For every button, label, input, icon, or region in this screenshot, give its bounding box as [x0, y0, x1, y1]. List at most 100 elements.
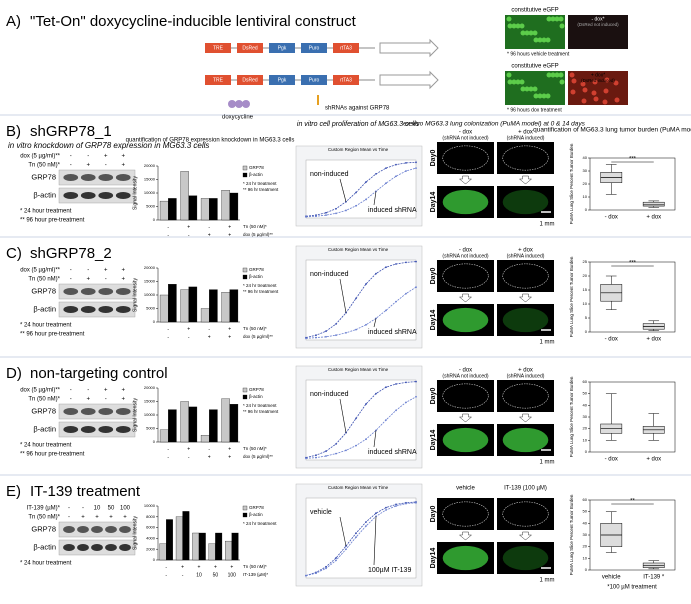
cell [569, 72, 575, 78]
growth-point [345, 200, 347, 203]
lung-image [437, 380, 494, 412]
label: + [104, 268, 108, 274]
lung-image [497, 260, 554, 292]
label: doxycycline [222, 115, 254, 121]
growth-point [315, 454, 317, 457]
tissue-outline [442, 189, 489, 215]
label: Day14 [430, 430, 437, 451]
label: vehicle [456, 486, 475, 492]
cell [519, 23, 525, 29]
panel-label: E) [6, 483, 21, 500]
label: shRNAs against GRP78 [325, 106, 390, 112]
label: - [105, 397, 107, 403]
cell [515, 79, 521, 85]
label: 5000 [146, 426, 156, 431]
bar [168, 284, 177, 323]
label: - [87, 154, 89, 160]
pointer [373, 191, 377, 206]
blot-band [105, 526, 117, 533]
blot-band [63, 526, 75, 533]
growth-line [305, 167, 417, 218]
blot-band [80, 288, 96, 295]
cell [559, 23, 565, 29]
label: - [167, 232, 169, 238]
label: β-actin [33, 542, 56, 551]
label: β-actin [249, 512, 263, 517]
label: Signal Intensity [132, 516, 138, 550]
label: - [68, 506, 70, 512]
label: GRP78 [31, 406, 56, 415]
label: in vitro cell proliferation of MG63.3 ce… [297, 121, 420, 128]
blot-strip [58, 169, 136, 186]
growth-point [315, 334, 317, 337]
growth-point [405, 162, 407, 164]
bar [188, 406, 198, 443]
construct-part [269, 43, 295, 53]
cell [506, 72, 512, 78]
bar [221, 292, 230, 323]
tissue-outline [442, 263, 489, 289]
label: 50 [108, 506, 115, 512]
growth-line [305, 161, 417, 217]
lung-image [437, 498, 494, 530]
label: + [228, 334, 231, 340]
label: + [121, 388, 125, 394]
label: non-targeting control [30, 365, 168, 382]
cell [550, 16, 556, 22]
blot-band [77, 544, 89, 551]
growth-point [385, 309, 387, 312]
cell [613, 80, 619, 86]
label: PuMA Lung Slice Percent Tumor Burden [569, 376, 574, 457]
growth-point [335, 207, 337, 210]
label: 5000 [146, 204, 156, 209]
growth-point [355, 444, 357, 447]
label: β-actin [249, 172, 263, 177]
cell [524, 86, 530, 92]
label: rtTA3 [340, 77, 352, 83]
blot-band [63, 408, 79, 415]
blot-band [119, 526, 131, 533]
label: - [208, 326, 210, 332]
label: ** [630, 499, 635, 505]
label: vehicle [602, 575, 621, 581]
blot-band [98, 174, 114, 181]
down-arrow [458, 293, 473, 303]
label: + [121, 397, 125, 403]
label: 0 [153, 439, 156, 444]
label: 0 [585, 449, 588, 454]
blot-band [77, 526, 89, 533]
label: - dox* [591, 16, 604, 22]
label: + [228, 224, 231, 230]
panel-label: A) [6, 13, 21, 30]
label: - dox [605, 457, 618, 463]
label: dox (5 µg/ml)** [20, 388, 60, 394]
construct-part [205, 75, 231, 85]
growth-point [365, 521, 367, 523]
label: ** 96 hour pre-treatment [20, 452, 85, 458]
bar [192, 532, 200, 561]
cell [515, 23, 521, 29]
construct-arrow [379, 38, 439, 58]
cell [537, 93, 543, 99]
label: - dox [605, 215, 618, 221]
blot-strip [58, 403, 136, 420]
growth-point [355, 297, 357, 300]
blot-band [80, 174, 96, 181]
growth-line [305, 396, 417, 459]
label: 40 [583, 155, 588, 160]
blot-band [115, 426, 131, 433]
label: non-induced [310, 271, 349, 278]
label: - [167, 454, 169, 460]
bar [159, 200, 169, 221]
legend-swatch [242, 394, 248, 400]
label: 0 [585, 567, 588, 572]
label: 10 [196, 572, 202, 578]
bar [229, 289, 239, 323]
label: + [121, 277, 125, 283]
label: - [165, 564, 167, 570]
cell [592, 79, 598, 85]
growth-point [325, 211, 327, 214]
blot-band [98, 192, 114, 199]
cell [582, 87, 588, 93]
label: IT-139 treatment [30, 483, 141, 500]
